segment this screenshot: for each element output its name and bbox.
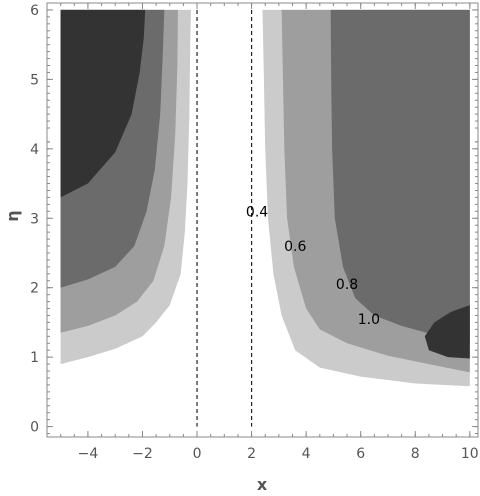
x-tick-label: 10: [461, 446, 479, 462]
contour-region-0.8-2: [330, 9, 470, 344]
contour-region-1-2: [424, 305, 470, 359]
x-tick-label: 0: [193, 446, 202, 462]
y-tick-label: 4: [30, 142, 39, 158]
x-axis-title: x: [257, 475, 268, 494]
dashed-reference-lines: [196, 9, 253, 427]
plot-frame: [46, 2, 479, 438]
y-tick-label: 3: [30, 211, 39, 227]
y-tick-label: 2: [30, 281, 39, 297]
x-tick-label: −4: [78, 446, 99, 462]
contour-label-1.0: 1.0: [358, 312, 380, 328]
x-tick-label: 2: [247, 446, 256, 462]
contour-label-0.4: 0.4: [246, 204, 268, 220]
y-tick-label: 1: [30, 350, 39, 366]
x-tick-label: 8: [411, 446, 420, 462]
y-tick-label: 6: [30, 3, 39, 19]
contour-labels: 0.4 0.6 0.8 1.0: [246, 204, 380, 328]
axis-ticks: −4 −2 0 2 4 6 8 10 0 1 2 3 4 5 6: [30, 2, 479, 462]
y-axis-title: η: [3, 210, 22, 221]
contour-label-0.6: 0.6: [284, 239, 306, 255]
y-tick-label: 5: [30, 72, 39, 88]
x-tick-label: −2: [132, 446, 153, 462]
contour-region-1-1: [60, 9, 146, 198]
frame-border: [46, 2, 479, 438]
y-tick-label: 0: [30, 420, 39, 436]
x-tick-label: 4: [302, 446, 311, 462]
x-tick-label: 6: [356, 446, 365, 462]
contour-regions: [60, 9, 470, 387]
contour-label-0.8: 0.8: [336, 277, 358, 293]
